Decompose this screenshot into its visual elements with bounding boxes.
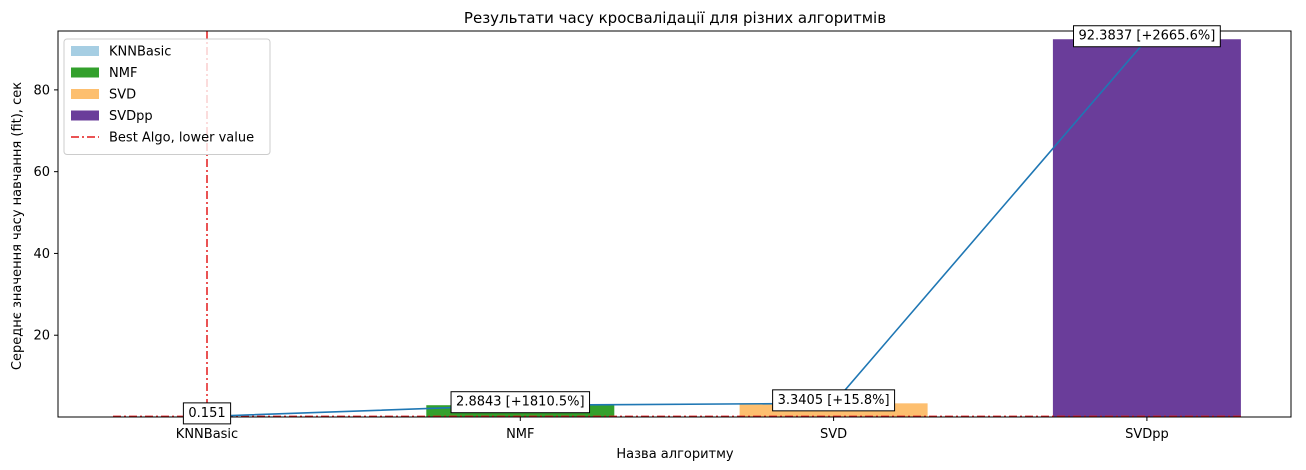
legend-swatch-svd xyxy=(71,89,99,99)
annotation-text: 0.151 xyxy=(188,406,225,421)
value-annotation: 3.3405 [+15.8%] xyxy=(772,389,896,412)
legend-swatch-nmf xyxy=(71,67,99,78)
value-annotation: 92.3837 [+2665.6%] xyxy=(1073,25,1221,48)
legend-frame xyxy=(63,38,271,155)
legend-swatch-svdpp xyxy=(71,110,99,121)
annotation-box xyxy=(182,402,232,425)
value-annotation: 2.8843 [+1810.5%] xyxy=(450,391,591,414)
x-tick-label: KNNBasic xyxy=(176,427,238,442)
annotation-text: 3.3405 [+15.8%] xyxy=(778,393,890,408)
legend-label: SVD xyxy=(109,88,136,103)
x-tick-label: SVD xyxy=(820,427,847,442)
legend-swatch-knnbasic xyxy=(71,46,99,56)
annotation-box xyxy=(1073,25,1221,48)
y-axis-label: Середнє значення часу навчання (fit), се… xyxy=(10,82,25,370)
annotation-text: 2.8843 [+1810.5%] xyxy=(456,395,585,410)
y-tick-label: 80 xyxy=(33,83,50,98)
annotation-box xyxy=(772,389,896,412)
legend-label: NMF xyxy=(109,66,137,81)
bar-svdpp xyxy=(1052,39,1241,417)
legend-label: KNNBasic xyxy=(109,45,171,60)
trend-line xyxy=(206,38,1148,418)
x-tick-label: NMF xyxy=(506,427,534,442)
annotation-text: 92.3837 [+2665.6%] xyxy=(1079,29,1216,44)
plot-frame xyxy=(57,30,1292,418)
chart-title: Результати часу кросвалідації для різних… xyxy=(464,9,886,27)
value-annotation: 0.151 xyxy=(182,402,232,425)
annotation-box xyxy=(450,391,591,414)
y-tick-label: 20 xyxy=(33,329,50,344)
x-axis-label: Назва алгоритму xyxy=(616,447,734,462)
x-tick-label: SVDpp xyxy=(1125,427,1169,442)
y-tick-label: 40 xyxy=(33,247,50,262)
legend-label: Best Algo, lower value xyxy=(109,131,254,146)
legend: KNNBasic NMF SVD SVDpp Best Algo, lower valu… xyxy=(63,38,271,155)
y-tick-label: 60 xyxy=(33,165,50,180)
legend-label: SVDpp xyxy=(109,109,153,124)
